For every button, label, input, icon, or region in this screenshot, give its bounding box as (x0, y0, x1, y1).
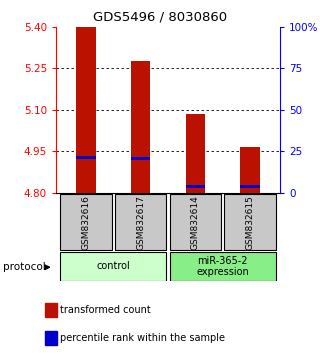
Text: miR-365-2
expression: miR-365-2 expression (196, 256, 249, 277)
Text: percentile rank within the sample: percentile rank within the sample (60, 333, 226, 343)
Bar (131, 157, 150, 160)
Text: GSM832614: GSM832614 (191, 195, 200, 250)
Bar (240, 185, 260, 188)
Bar (115, 194, 166, 250)
Text: transformed count: transformed count (60, 305, 151, 315)
Text: GSM832617: GSM832617 (136, 195, 145, 250)
Bar (45, 331, 57, 345)
Text: GSM832616: GSM832616 (82, 195, 91, 250)
Text: control: control (97, 261, 130, 272)
Bar (60, 194, 112, 250)
Bar (76, 27, 96, 193)
Text: GSM832615: GSM832615 (245, 195, 254, 250)
Bar (131, 61, 150, 193)
Bar (170, 194, 221, 250)
Text: GDS5496 / 8030860: GDS5496 / 8030860 (93, 11, 227, 24)
Bar (76, 156, 96, 159)
Bar (186, 185, 205, 188)
Text: protocol: protocol (3, 262, 46, 272)
Bar (186, 114, 205, 193)
Bar (45, 303, 57, 317)
Bar (240, 147, 260, 193)
Bar (60, 252, 166, 281)
Bar (224, 194, 276, 250)
Bar (170, 252, 276, 281)
